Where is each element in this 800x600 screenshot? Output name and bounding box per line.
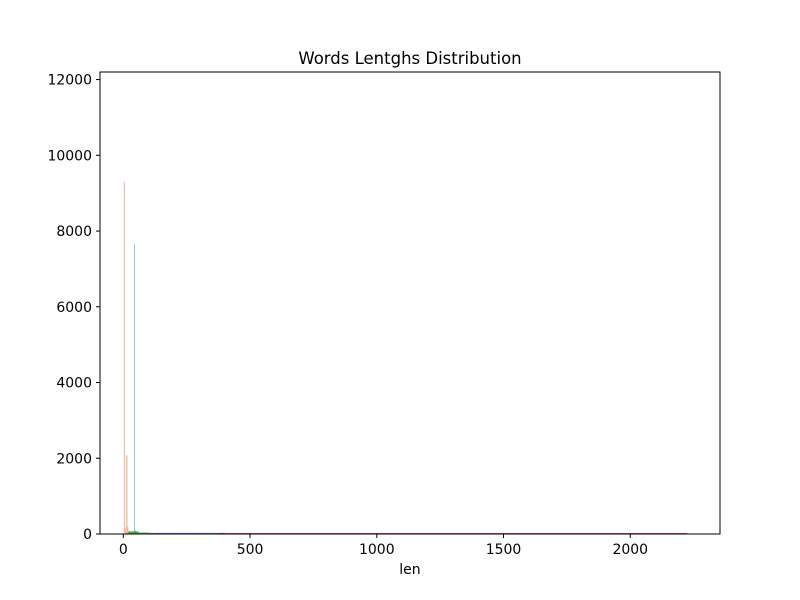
y-tick-label: 2000	[56, 451, 92, 467]
y-tick-label: 4000	[56, 376, 92, 392]
chart-title: Words Lentghs Distribution	[298, 49, 521, 68]
x-tick-label: 1000	[359, 542, 395, 558]
ticks-layer: 0 500 1000 1500 2000 0 2000 4000 6000 8000 10000 12…	[47, 73, 648, 558]
histogram-bar	[123, 181, 125, 534]
histogram-bar	[127, 527, 129, 534]
histogram-bar	[125, 532, 127, 534]
y-tick-label: 8000	[56, 224, 92, 240]
y-tick-label: 6000	[56, 300, 92, 316]
x-tick-label: 1500	[486, 542, 522, 558]
plot-area	[100, 72, 720, 534]
histogram-bar	[133, 244, 135, 535]
histogram-bar	[128, 531, 139, 534]
x-axis-label: len	[399, 562, 420, 578]
histogram-bar	[126, 455, 128, 534]
x-tick-label: 2000	[612, 542, 648, 558]
histogram-bar	[138, 532, 149, 534]
histogram-bar	[124, 528, 126, 534]
y-tick-label: 10000	[47, 148, 92, 164]
plot-frame	[99, 71, 721, 535]
y-tick-label: 0	[83, 527, 92, 543]
x-tick-label: 500	[237, 542, 264, 558]
x-tick-label: 0	[119, 542, 128, 558]
histogram-bar	[148, 532, 225, 534]
y-tick-label: 12000	[47, 73, 92, 89]
